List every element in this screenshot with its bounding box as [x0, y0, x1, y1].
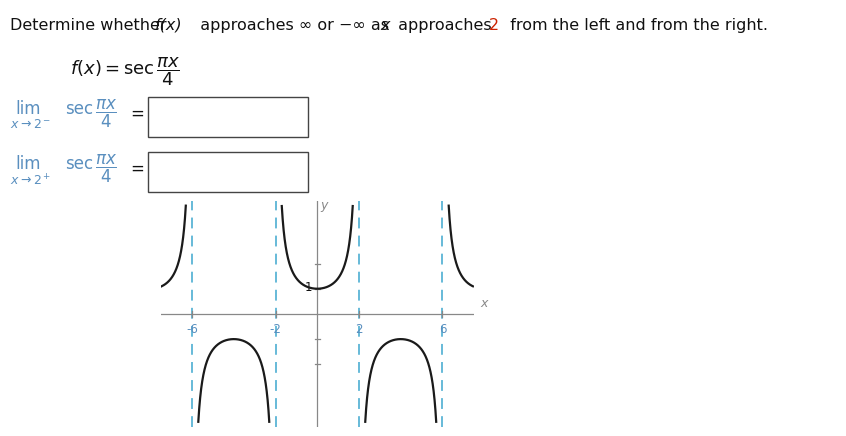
Text: -6: -6: [186, 323, 198, 336]
Text: from the left and from the right.: from the left and from the right.: [500, 18, 768, 33]
Text: 6: 6: [439, 323, 446, 336]
Text: approaches ∞ or −∞ as: approaches ∞ or −∞ as: [190, 18, 394, 33]
Text: Determine whether: Determine whether: [10, 18, 172, 33]
Text: $\dfrac{\pi x}{4}$: $\dfrac{\pi x}{4}$: [95, 98, 117, 130]
Text: approaches: approaches: [393, 18, 497, 33]
Text: f(x): f(x): [155, 18, 183, 33]
Text: lim: lim: [15, 155, 41, 173]
Text: $x \to 2^+$: $x \to 2^+$: [10, 173, 52, 188]
Text: $f(x) = \mathrm{sec}\,\dfrac{\pi x}{4}$: $f(x) = \mathrm{sec}\,\dfrac{\pi x}{4}$: [70, 55, 180, 88]
Text: 2: 2: [489, 18, 499, 33]
Text: $\dfrac{\pi x}{4}$: $\dfrac{\pi x}{4}$: [95, 153, 117, 185]
Text: x: x: [480, 297, 487, 310]
Text: lim: lim: [15, 100, 41, 118]
Text: x: x: [380, 18, 389, 33]
Text: 1: 1: [305, 281, 312, 294]
Text: sec: sec: [65, 100, 93, 118]
Text: =: =: [130, 160, 144, 178]
Text: -2: -2: [270, 323, 282, 336]
Text: $x \to 2^-$: $x \to 2^-$: [10, 118, 52, 131]
Text: sec: sec: [65, 155, 93, 173]
Bar: [148, 152, 308, 192]
Bar: [148, 97, 308, 137]
Text: 2: 2: [355, 323, 363, 336]
Text: =: =: [130, 105, 144, 123]
Text: y: y: [321, 199, 327, 212]
